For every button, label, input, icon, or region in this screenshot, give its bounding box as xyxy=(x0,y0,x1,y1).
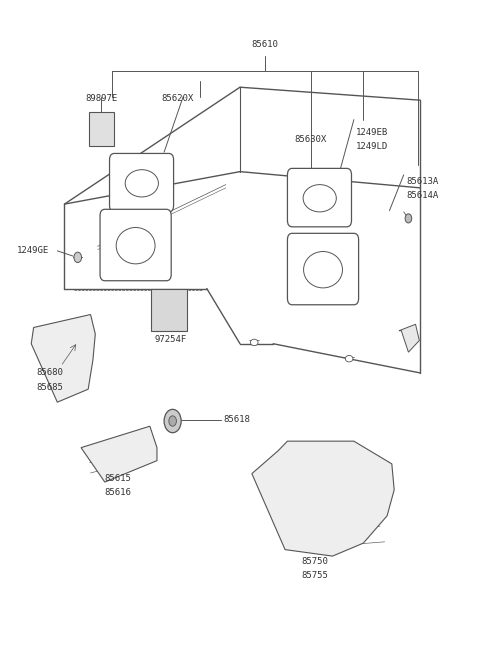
Text: 85755: 85755 xyxy=(301,571,328,580)
Ellipse shape xyxy=(251,339,258,346)
Text: 85620X: 85620X xyxy=(162,94,194,103)
Polygon shape xyxy=(252,441,394,556)
Text: 85615: 85615 xyxy=(105,474,132,483)
Ellipse shape xyxy=(303,252,343,288)
Ellipse shape xyxy=(125,170,158,197)
Text: 85614A: 85614A xyxy=(406,191,438,200)
Text: 85680: 85680 xyxy=(36,369,63,377)
Ellipse shape xyxy=(303,185,336,212)
Ellipse shape xyxy=(116,227,155,264)
Text: 1249GE: 1249GE xyxy=(17,246,49,255)
Ellipse shape xyxy=(345,356,353,362)
Circle shape xyxy=(169,416,177,426)
Circle shape xyxy=(405,214,412,223)
Text: 85610: 85610 xyxy=(252,41,279,50)
Text: 1249EB: 1249EB xyxy=(356,128,388,137)
Circle shape xyxy=(164,409,181,433)
Text: 85616: 85616 xyxy=(105,488,132,497)
Text: 1249LD: 1249LD xyxy=(356,142,388,151)
FancyBboxPatch shape xyxy=(100,210,171,281)
Text: 85750: 85750 xyxy=(301,557,328,566)
Polygon shape xyxy=(31,314,96,402)
Text: 89897E: 89897E xyxy=(86,94,118,103)
Text: 97254F: 97254F xyxy=(155,335,187,344)
FancyBboxPatch shape xyxy=(288,233,359,305)
Circle shape xyxy=(74,252,82,263)
Polygon shape xyxy=(399,324,420,352)
Text: 85613A: 85613A xyxy=(406,177,438,186)
Text: 85630X: 85630X xyxy=(295,135,327,143)
FancyBboxPatch shape xyxy=(288,168,351,227)
Text: 85618: 85618 xyxy=(223,415,250,424)
FancyBboxPatch shape xyxy=(89,112,114,145)
FancyBboxPatch shape xyxy=(109,153,174,212)
Polygon shape xyxy=(81,426,157,482)
FancyBboxPatch shape xyxy=(151,290,187,331)
Text: 85685: 85685 xyxy=(36,383,63,392)
